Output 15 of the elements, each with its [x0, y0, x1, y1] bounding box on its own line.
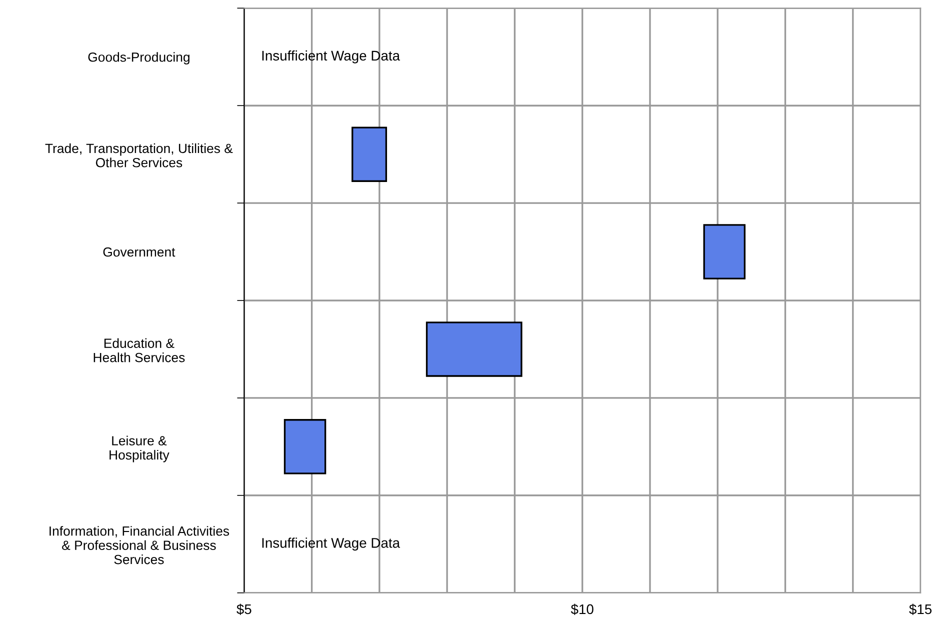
bar [426, 322, 522, 377]
bar [703, 224, 746, 280]
y-tick-label: Education & Health Services [94, 338, 185, 362]
y-tick-label: Government [103, 247, 176, 257]
x-tick-label: $10 [570, 604, 594, 615]
x-tick-label: $5 [236, 604, 252, 615]
y-tick-label: Leisure & Hospitality [110, 436, 170, 462]
bar [284, 419, 326, 474]
y-tick-label: Information, Financial Activities & Professional & Business Services [50, 526, 230, 564]
y-tick-label: Goods-Producing [88, 52, 190, 64]
y-tick-label: Trade, Transportation, Utilities & Other Services [45, 143, 233, 168]
x-tick-label: $15 [909, 604, 932, 615]
annotation: Insufficient Wage Data [262, 538, 400, 551]
bar [352, 126, 388, 182]
annotation: Insufficient Wage Data [262, 50, 400, 64]
